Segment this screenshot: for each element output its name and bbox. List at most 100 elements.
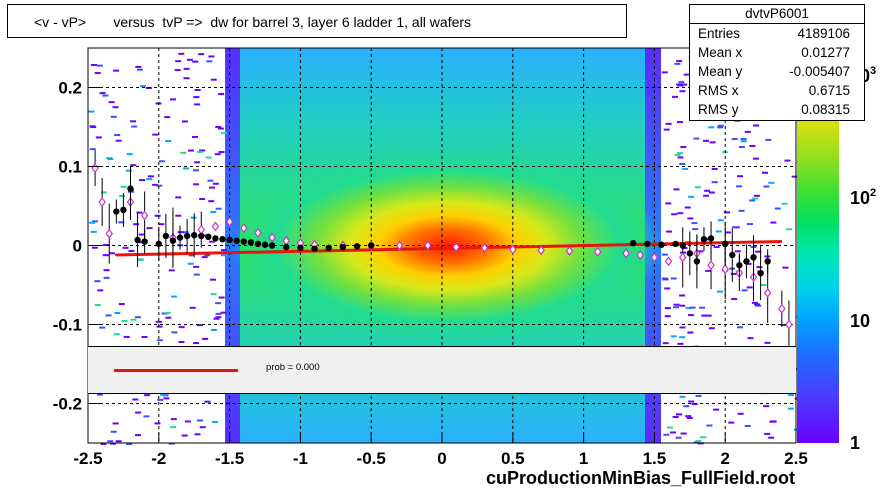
mean-point (268, 242, 276, 249)
sparse-cell (170, 418, 177, 421)
mean-point (736, 262, 743, 269)
legend-line-swatch (114, 369, 238, 372)
sparse-cell (749, 199, 756, 202)
z-tick-label: 10 (850, 311, 870, 331)
sparse-cell (215, 302, 222, 305)
stats-row-rms-x: RMS x 0.6715 (690, 81, 864, 100)
sparse-cell (220, 249, 227, 252)
sparse-cell (130, 318, 137, 321)
sparse-cell (112, 106, 119, 109)
x-tick-label: 0.5 (501, 449, 525, 468)
stats-label: RMS x (698, 83, 739, 98)
sparse-cell (680, 432, 687, 435)
sparse-cell (178, 341, 185, 344)
sparse-cell (120, 185, 127, 188)
sparse-cell (688, 400, 695, 403)
mean-point (629, 239, 637, 247)
mean-point (155, 240, 162, 248)
sparse-cell (136, 211, 143, 214)
x-tick-label: -2.5 (73, 449, 102, 468)
sparse-cell (168, 442, 175, 445)
rms-point (650, 252, 659, 263)
sparse-cell (738, 209, 745, 212)
y-tick-labels: -0.2 -0.1 0 0.1 0.2 (53, 79, 82, 414)
sparse-cell (681, 83, 688, 86)
sparse-cell (740, 140, 747, 143)
sparse-cell (679, 294, 686, 297)
sparse-cell (107, 158, 114, 161)
sparse-cell (171, 295, 178, 298)
mean-point (191, 232, 198, 239)
sparse-cell (706, 424, 713, 427)
sparse-cell (194, 88, 201, 91)
sparse-cell (112, 422, 119, 425)
sparse-cell (138, 233, 145, 236)
sparse-cell (89, 148, 96, 151)
sparse-cell (713, 246, 720, 249)
sparse-cell (665, 202, 672, 205)
sparse-cell (760, 284, 767, 287)
sparse-cell (682, 167, 689, 170)
sparse-cell (764, 432, 771, 435)
mean-point (162, 232, 170, 240)
sparse-cell (118, 221, 125, 224)
sparse-cell (780, 323, 787, 326)
mean-point (120, 206, 127, 214)
sparse-cell (781, 202, 788, 205)
sparse-cell (190, 216, 197, 219)
sparse-cell (157, 398, 164, 401)
stats-row-entries: Entries 4189106 (690, 24, 864, 43)
sparse-cell (756, 266, 763, 269)
mean-point (672, 240, 679, 248)
sparse-cell (701, 314, 708, 317)
rms-point (211, 221, 220, 232)
y-tick-label: 0.1 (58, 158, 82, 177)
sparse-cell (669, 431, 676, 434)
sparse-cell (763, 185, 770, 188)
sparse-cell (193, 273, 200, 276)
sparse-cell (784, 159, 791, 162)
rms-point (509, 244, 517, 255)
mean-point (127, 185, 134, 192)
sparse-cell (188, 254, 195, 257)
sparse-cell (695, 439, 702, 442)
sparse-cell (769, 420, 776, 423)
rms-point (452, 242, 460, 253)
sparse-cell (110, 430, 117, 433)
sparse-cell (130, 164, 137, 167)
sparse-cell (664, 287, 671, 290)
sparse-cell (755, 250, 762, 253)
stats-label: Entries (698, 26, 741, 41)
sparse-cell (220, 254, 227, 257)
sparse-cell (752, 157, 759, 160)
sparse-cell (204, 400, 211, 403)
sparse-cell (196, 150, 203, 153)
rms-point (594, 246, 602, 257)
rms-point (678, 252, 687, 263)
sparse-cell (94, 72, 101, 75)
sparse-cell (709, 141, 716, 144)
x-tick-label: -1 (293, 449, 308, 468)
sparse-cell (679, 304, 686, 307)
sparse-cell (679, 162, 686, 165)
z-tick-label: 102 (850, 187, 876, 208)
sparse-cell (728, 421, 735, 424)
mean-point (311, 245, 318, 252)
sparse-cell (755, 304, 762, 307)
mean-point (141, 238, 148, 245)
sparse-cell (661, 277, 668, 280)
sparse-cell (210, 328, 217, 331)
sparse-cell (768, 181, 775, 184)
sparse-cell (132, 398, 139, 401)
sparse-cell (103, 276, 110, 279)
sparse-cell (109, 252, 116, 255)
rms-point (225, 216, 234, 227)
stats-row-mean-x: Mean x 0.01277 (690, 43, 864, 62)
sparse-cell (665, 122, 672, 125)
sparse-cell (217, 127, 224, 130)
rms-point (721, 264, 729, 275)
sparse-cell (754, 303, 761, 306)
sparse-cell (218, 93, 225, 96)
sparse-cell (703, 194, 710, 197)
rms-point (254, 227, 262, 238)
